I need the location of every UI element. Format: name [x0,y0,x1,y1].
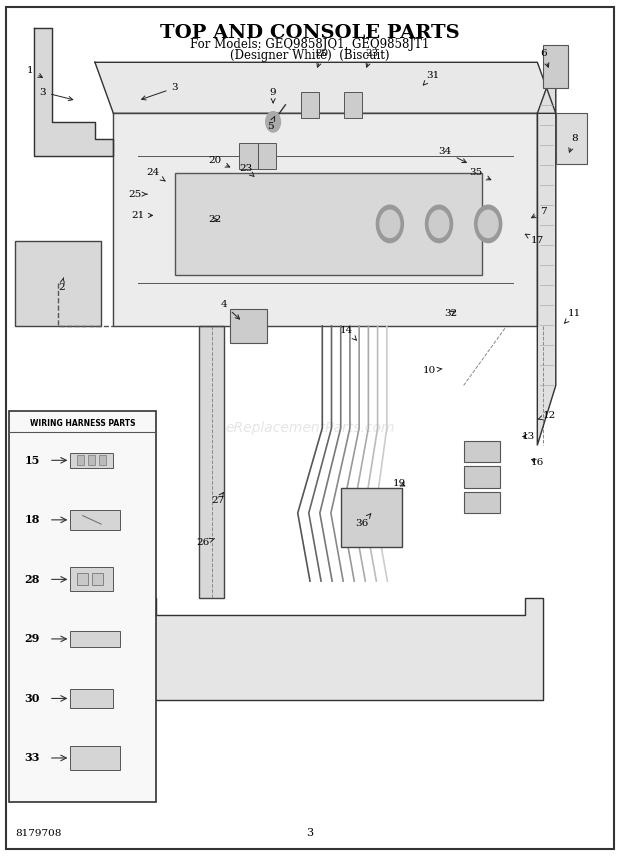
Text: 8179708: 8179708 [15,829,61,838]
Text: 14: 14 [340,325,356,340]
Text: 12: 12 [538,411,556,419]
Text: 28: 28 [24,574,40,585]
Bar [87,455,95,466]
Circle shape [479,211,498,237]
Text: For Models: GEQ9858JQ1, GEQ9858JT1: For Models: GEQ9858JQ1, GEQ9858JT1 [190,39,430,51]
Circle shape [376,205,404,242]
Bar [464,441,500,462]
Bar [341,488,402,547]
Text: 4: 4 [221,300,239,319]
Bar [230,309,267,343]
Text: 7: 7 [531,206,547,217]
Bar [76,574,87,586]
Bar [175,173,482,275]
Polygon shape [538,62,556,445]
Text: 23: 23 [239,164,254,176]
Text: 21: 21 [131,211,153,220]
Bar [464,492,500,513]
Bar [15,241,101,326]
Circle shape [380,211,400,237]
Text: 31: 31 [423,70,440,85]
Polygon shape [138,598,544,700]
Bar [70,689,113,708]
Bar [344,92,362,117]
Text: 6: 6 [540,50,549,67]
Bar [70,631,120,646]
Text: 25: 25 [128,190,147,199]
Bar [258,143,276,169]
Bar [464,467,500,488]
Bar [92,574,103,586]
Text: 20: 20 [208,156,229,167]
Bar [70,453,113,468]
Bar [76,455,84,466]
Text: 3: 3 [306,828,314,838]
Text: 23: 23 [365,50,378,67]
Text: 24: 24 [147,169,165,181]
Bar [200,326,224,598]
Text: 3: 3 [40,87,73,101]
Text: TOP AND CONSOLE PARTS: TOP AND CONSOLE PARTS [160,24,460,42]
Text: 29: 29 [24,633,40,645]
Bar [99,455,106,466]
Text: 15: 15 [24,455,40,466]
Bar [239,143,258,169]
Text: 17: 17 [525,235,544,246]
Bar [301,92,319,117]
Bar [9,411,156,802]
Bar [556,113,587,164]
Text: 2: 2 [58,277,64,292]
Circle shape [475,205,502,242]
Text: 8: 8 [569,134,577,152]
Circle shape [429,211,449,237]
Text: 34: 34 [438,147,466,163]
Text: 16: 16 [531,457,544,467]
Bar [70,746,120,770]
Text: 11: 11 [565,309,581,324]
Text: WIRING HARNESS PARTS: WIRING HARNESS PARTS [30,419,135,429]
Bar [70,568,113,591]
Text: (Designer White)  (Biscuit): (Designer White) (Biscuit) [230,49,390,62]
Text: 9: 9 [270,87,277,103]
Text: 36: 36 [356,514,371,528]
Circle shape [425,205,453,242]
Polygon shape [33,28,113,156]
Text: 26: 26 [196,538,215,547]
Circle shape [266,111,280,132]
Polygon shape [95,62,556,113]
Text: 13: 13 [521,432,535,441]
Text: 18: 18 [24,514,40,526]
Bar [544,45,568,88]
Text: 30: 30 [24,693,40,704]
Text: 3: 3 [141,83,178,100]
Text: 27: 27 [211,492,224,505]
Bar [70,510,120,530]
Text: 5: 5 [267,116,275,131]
Text: eReplacementParts.com: eReplacementParts.com [225,421,395,435]
Text: 33: 33 [24,752,40,764]
Text: 20: 20 [316,50,329,67]
Text: 22: 22 [208,215,221,224]
Text: 32: 32 [445,309,458,318]
Polygon shape [113,113,538,326]
Text: 35: 35 [469,169,491,180]
Text: 10: 10 [423,366,442,375]
Text: 1: 1 [27,66,42,77]
Text: 19: 19 [392,479,405,488]
